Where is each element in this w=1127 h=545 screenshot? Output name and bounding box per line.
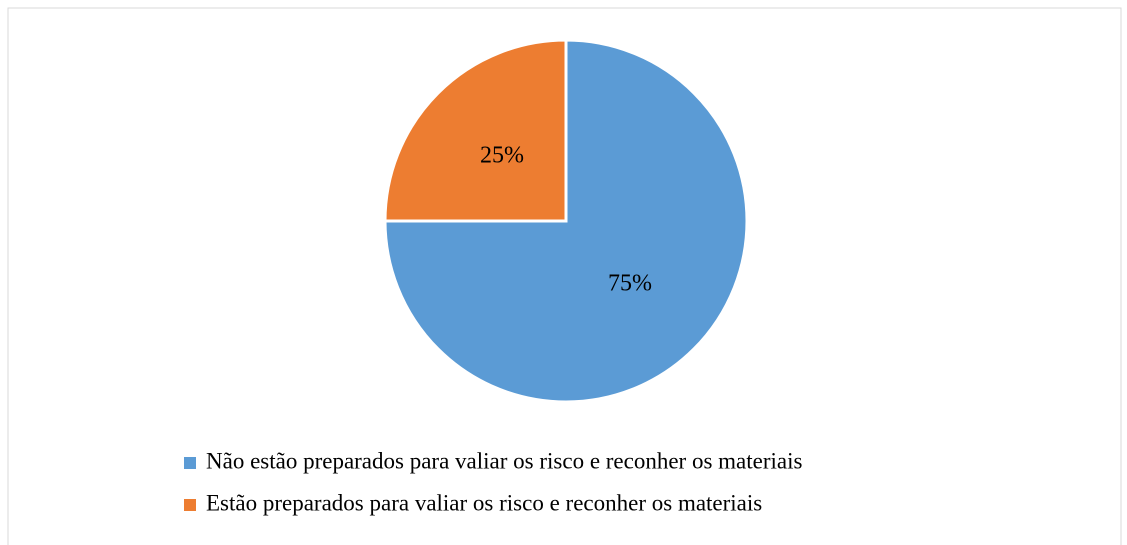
data-label: 25%: [480, 143, 524, 169]
pie-slice: [383, 38, 568, 223]
data-label: 75%: [608, 270, 652, 296]
legend-swatch: [184, 499, 196, 511]
pie-slice: [383, 38, 749, 404]
legend-label: Não estão preparados para valiar os risc…: [206, 448, 803, 473]
chart-border: [7, 7, 1122, 545]
legend-swatch: [184, 457, 196, 469]
legend-label: Estão preparados para valiar os risco e …: [206, 490, 762, 515]
